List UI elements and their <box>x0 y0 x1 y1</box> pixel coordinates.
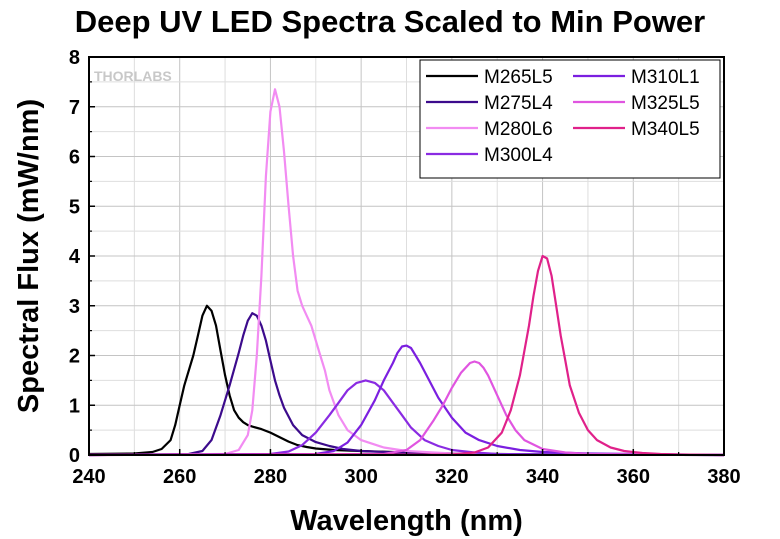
legend-label: M310L1 <box>631 67 700 88</box>
legend-label: M325L5 <box>631 93 700 114</box>
thorlabs-watermark: THORLABS <box>94 68 172 84</box>
x-tick-label: 260 <box>163 466 196 488</box>
legend-box <box>419 59 721 179</box>
y-axis-title: Spectral Flux (mW/nm) <box>13 99 45 413</box>
legend-label: M340L5 <box>631 119 700 140</box>
y-tick-label: 1 <box>69 395 80 417</box>
series-line-m325l5 <box>88 360 725 457</box>
series-line-m275l4 <box>88 312 725 457</box>
y-tick-label: 4 <box>69 246 81 268</box>
legend: M265L5 M275L4 M280L6 M300L4 M310L1 M325L5 M340… <box>419 59 721 179</box>
y-tick-label: 3 <box>69 296 80 318</box>
series-layer <box>88 88 725 457</box>
x-tick-label: 280 <box>254 466 287 488</box>
x-tick-label: 340 <box>526 466 559 488</box>
x-tick-label: 360 <box>617 466 650 488</box>
x-tick-label: 300 <box>344 466 377 488</box>
y-tick-label: 6 <box>69 147 80 169</box>
y-tick-label: 7 <box>69 97 80 119</box>
y-tick-label: 0 <box>69 445 80 467</box>
y-tick-label: 2 <box>69 346 80 368</box>
y-tick-label: 5 <box>69 196 80 218</box>
x-tick-label: 320 <box>435 466 468 488</box>
series-line-m310l1 <box>88 344 725 457</box>
tick-layer: 240 260 280 300 320 340 360 380 0 1 2 3 4 5 6 7 8 <box>69 47 741 488</box>
legend-label: M265L5 <box>484 67 553 88</box>
y-tick-label: 8 <box>69 47 80 69</box>
series-line-m280l6 <box>88 88 725 457</box>
legend-label: M280L6 <box>484 119 553 140</box>
series-line-m300l4 <box>88 379 725 457</box>
legend-label: M300L4 <box>484 145 553 166</box>
x-tick-label: 380 <box>707 466 740 488</box>
x-axis-title: Wavelength (nm) <box>290 505 523 537</box>
series-line-m340l5 <box>88 254 725 457</box>
chart-title: Deep UV LED Spectra Scaled to Min Power <box>74 4 706 39</box>
legend-label: M275L4 <box>484 93 553 114</box>
x-tick-label: 240 <box>72 466 105 488</box>
